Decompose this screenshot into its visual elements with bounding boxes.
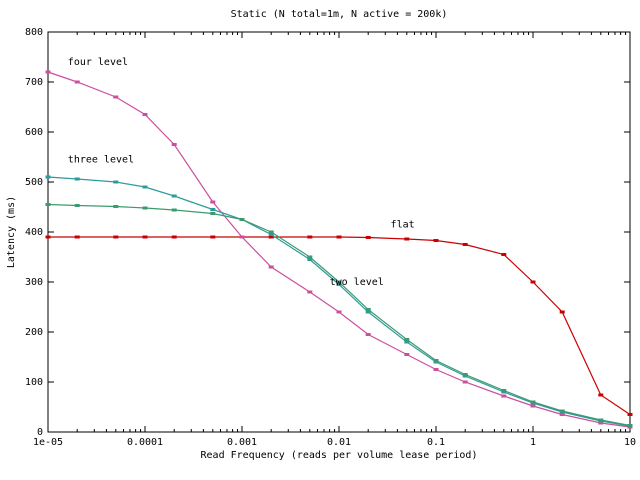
y-tick-label: 600 (25, 127, 43, 138)
point-marker-flat (45, 235, 51, 239)
point-marker-two-level (598, 418, 604, 422)
curve-label-four-level: four level (68, 57, 128, 68)
point-marker-four-level (45, 70, 51, 74)
point-marker-two-level (74, 204, 80, 207)
point-marker-flat (530, 280, 536, 284)
point-marker-flat (598, 393, 604, 397)
point-marker-four-level (530, 404, 536, 408)
point-marker-two-level (45, 203, 51, 206)
point-marker-flat (113, 235, 119, 239)
point-marker-flat (171, 235, 177, 239)
point-marker-flat (307, 235, 313, 239)
point-marker-two-level (501, 389, 507, 392)
point-marker-three-level (210, 208, 216, 211)
point-marker-four-level (598, 421, 604, 425)
point-marker-four-level (74, 80, 80, 84)
point-marker-two-level (404, 338, 410, 341)
point-marker-four-level (268, 265, 274, 269)
point-marker-four-level (239, 235, 245, 239)
point-marker-flat (462, 243, 468, 246)
point-marker-three-level (113, 180, 119, 184)
point-marker-three-level (336, 283, 342, 286)
point-marker-four-level (210, 200, 216, 204)
series-line-four-level (47, 71, 631, 428)
point-marker-three-level (404, 340, 410, 344)
point-marker-three-level (171, 194, 177, 198)
point-marker-flat (627, 413, 633, 416)
point-marker-flat (74, 235, 80, 239)
y-tick-label: 300 (25, 277, 43, 288)
curve-label-two-level: two level (330, 277, 384, 288)
series-line-three-level (47, 176, 631, 427)
plot-border (47, 31, 631, 433)
x-tick-label: 0.001 (227, 437, 257, 448)
point-marker-three-level (74, 177, 80, 181)
x-tick-label: 10 (624, 437, 636, 448)
point-marker-four-level (559, 413, 565, 416)
point-marker-two-level (530, 400, 536, 404)
point-marker-flat (142, 235, 148, 239)
y-tick-label: 700 (25, 77, 43, 88)
point-marker-two-level (462, 373, 468, 376)
x-tick-label: 0.1 (427, 437, 445, 448)
y-tick-label: 500 (25, 177, 43, 188)
point-marker-flat (559, 310, 565, 314)
point-marker-three-level (268, 233, 274, 236)
point-marker-two-level (268, 230, 274, 234)
point-marker-two-level (336, 280, 342, 284)
point-marker-flat (404, 237, 410, 241)
point-marker-three-level (307, 258, 313, 261)
point-marker-two-level (113, 205, 119, 208)
curve-label-flat: flat (391, 220, 415, 231)
point-marker-two-level (627, 424, 633, 427)
point-marker-three-level (45, 175, 51, 179)
point-marker-two-level (559, 409, 565, 413)
point-marker-two-level (171, 208, 177, 212)
point-marker-three-level (142, 185, 148, 189)
point-marker-four-level (404, 353, 410, 356)
point-marker-two-level (210, 212, 216, 215)
point-marker-three-level (365, 310, 371, 314)
point-marker-four-level (365, 333, 371, 336)
point-marker-flat (365, 236, 371, 239)
point-marker-flat (210, 235, 216, 239)
y-tick-label: 400 (25, 227, 43, 238)
point-marker-flat (501, 253, 507, 256)
point-marker-four-level (336, 310, 342, 314)
point-marker-four-level (113, 95, 119, 99)
x-tick-label: 1e-05 (33, 437, 63, 448)
point-marker-two-level (142, 206, 148, 210)
point-marker-flat (268, 235, 274, 239)
point-marker-two-level (239, 218, 245, 221)
y-axis-label: Latency (ms) (6, 196, 17, 268)
point-marker-flat (433, 239, 439, 242)
x-tick-label: 0.0001 (127, 437, 163, 448)
point-marker-four-level (142, 113, 148, 116)
y-tick-label: 100 (25, 377, 43, 388)
point-marker-flat (336, 235, 342, 239)
point-marker-four-level (433, 368, 439, 371)
point-marker-two-level (433, 359, 439, 362)
x-tick-label: 1 (530, 437, 536, 448)
x-axis-label: Read Frequency (reads per volume lease p… (201, 450, 478, 461)
plot-area: 1e-05 0.0001 0.001 0.01 0.1 1 1001002003004005… (25, 27, 636, 448)
chart-title: Static (N total=1m, N active = 200k) (231, 9, 448, 20)
curve-label-three-level: three level (68, 155, 134, 166)
point-marker-four-level (171, 143, 177, 146)
point-marker-two-level (307, 255, 313, 259)
point-marker-four-level (501, 394, 507, 398)
point-marker-four-level (307, 290, 313, 294)
point-marker-four-level (462, 380, 468, 384)
y-tick-label: 200 (25, 327, 43, 338)
y-tick-label: 0 (37, 427, 43, 438)
y-tick-label: 800 (25, 27, 43, 38)
series-line-flat (48, 236, 631, 415)
x-tick-label: 0.01 (327, 437, 351, 448)
point-marker-two-level (365, 308, 371, 311)
